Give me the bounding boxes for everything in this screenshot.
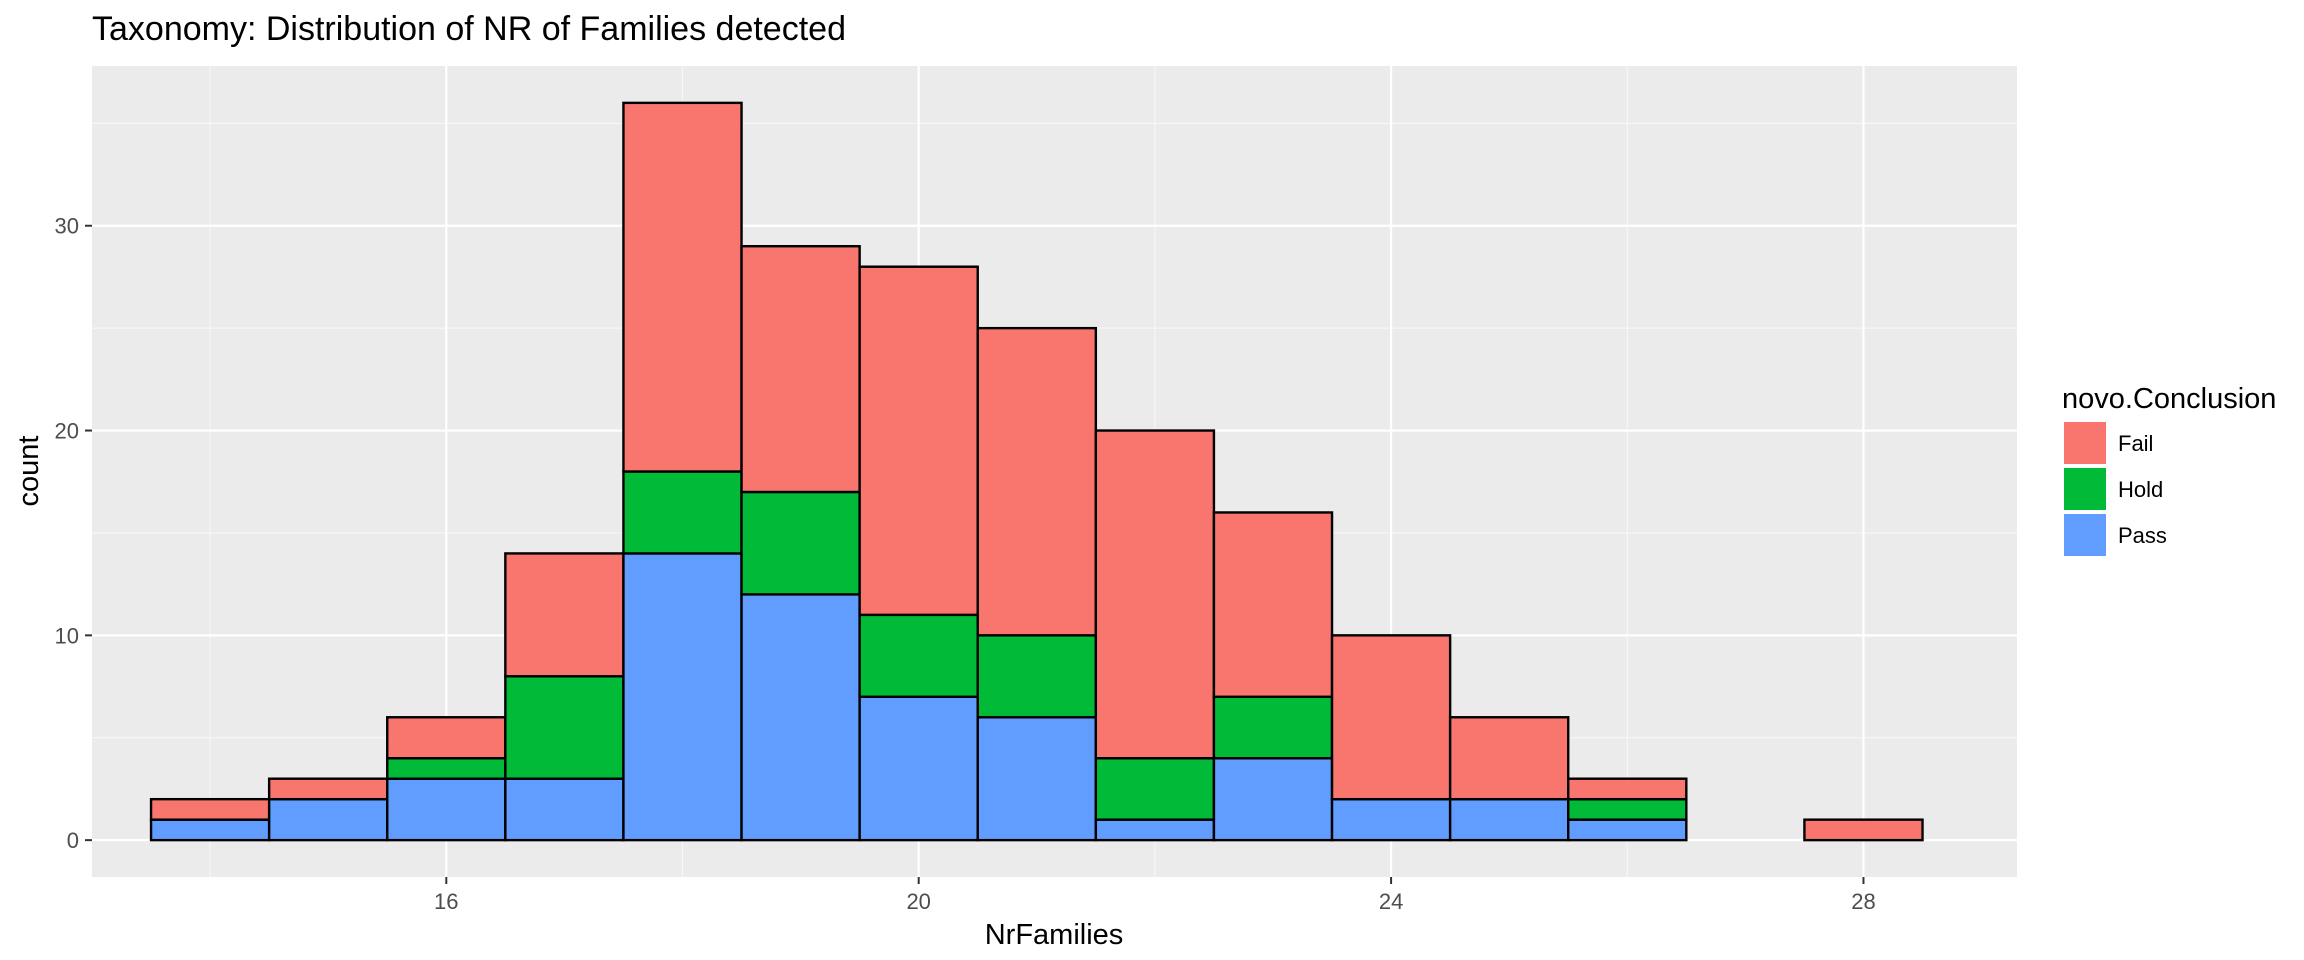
bar-hold	[504, 675, 625, 780]
x-axis: 16 20 24 28	[434, 877, 1876, 914]
bar-pass	[149, 818, 271, 842]
bar-pass	[1212, 757, 1334, 842]
legend: novo.Conclusion Fail Hold Pass	[2062, 383, 2276, 556]
bar-fail	[1094, 429, 1216, 760]
bar-fail	[1567, 777, 1688, 801]
bar-pass	[1094, 818, 1216, 842]
legend-label-hold: Hold	[2118, 477, 2163, 502]
bar-pass	[740, 593, 861, 842]
bar-pass	[976, 716, 1098, 842]
legend-label-fail: Fail	[2118, 431, 2153, 456]
bar-pass	[386, 777, 507, 842]
bar-hold	[622, 470, 743, 555]
bar-hold	[386, 757, 507, 780]
x-tick-label: 28	[1851, 889, 1875, 914]
legend-label-pass: Pass	[2118, 523, 2167, 548]
bar-pass	[1567, 818, 1688, 842]
x-tick-label: 20	[906, 889, 930, 914]
bar-fail	[740, 245, 861, 494]
legend-swatch-fail	[2064, 422, 2106, 464]
bar-hold	[1212, 695, 1334, 760]
legend-title: novo.Conclusion	[2062, 383, 2276, 415]
y-tick-label: 20	[55, 419, 79, 444]
bar-pass	[1330, 797, 1452, 842]
bar-fail	[504, 552, 625, 678]
y-axis: 0 10 20 30	[55, 214, 92, 853]
bar-fail	[858, 265, 979, 617]
y-tick-label: 0	[67, 828, 79, 853]
bar-fail	[1803, 818, 1924, 842]
bar-pass	[1448, 797, 1570, 842]
bar-pass	[622, 552, 743, 842]
bar-pass	[858, 695, 979, 842]
bar-fail	[1212, 511, 1334, 698]
bar-fail	[386, 716, 507, 760]
legend-swatch-pass	[2064, 514, 2106, 556]
y-axis-title: count	[13, 436, 45, 507]
x-tick-label: 16	[434, 889, 458, 914]
bar-hold	[740, 490, 861, 596]
bars	[149, 101, 1924, 842]
bar-fail	[267, 777, 389, 801]
x-tick-label: 24	[1379, 889, 1403, 914]
y-tick-label: 30	[55, 214, 79, 239]
legend-swatch-hold	[2064, 468, 2106, 510]
chart-title: Taxonomy: Distribution of NR of Families…	[92, 10, 846, 48]
legend-entries: Fail Hold Pass	[2064, 422, 2167, 556]
bar-hold	[1094, 757, 1216, 821]
bar-pass	[504, 777, 625, 842]
bar-fail	[149, 797, 271, 821]
x-axis-title: NrFamilies	[985, 919, 1124, 951]
bar-fail	[1448, 716, 1570, 801]
bar-pass	[267, 797, 389, 842]
bar-hold	[1567, 797, 1688, 821]
bar-hold	[858, 613, 979, 698]
bar-fail	[622, 101, 743, 473]
bar-hold	[976, 634, 1098, 719]
bar-fail	[1330, 634, 1452, 801]
y-tick-label: 10	[55, 623, 79, 648]
bar-fail	[976, 326, 1098, 637]
